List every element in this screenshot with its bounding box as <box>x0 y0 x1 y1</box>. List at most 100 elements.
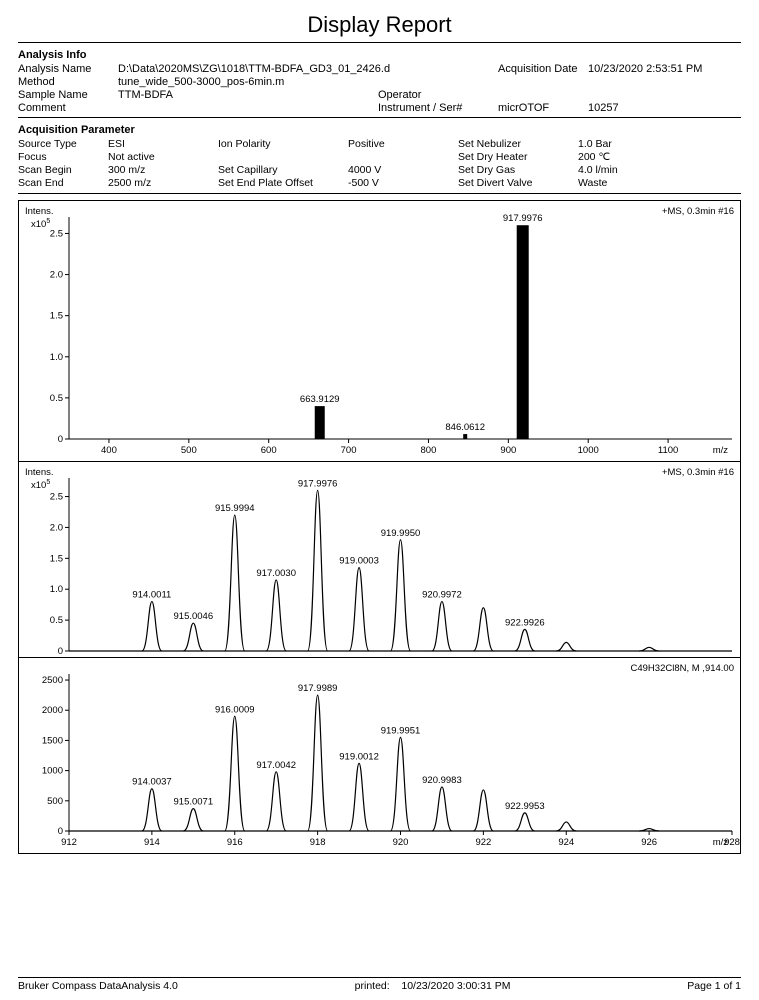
label-instrument: Instrument / Ser# <box>378 102 498 114</box>
svg-text:1.0: 1.0 <box>50 584 63 595</box>
svg-text:m/z: m/z <box>713 837 729 848</box>
svg-text:916: 916 <box>227 837 243 848</box>
svg-text:917.0042: 917.0042 <box>256 760 296 771</box>
acq-cell: 4.0 l/min <box>578 164 658 176</box>
label-comment: Comment <box>18 102 118 114</box>
label-operator: Operator <box>378 89 498 101</box>
acq-cell: Set End Plate Offset <box>218 177 348 189</box>
svg-text:1.5: 1.5 <box>50 553 63 564</box>
svg-text:914.0011: 914.0011 <box>132 590 171 601</box>
value-sample: TTM-BDFA <box>118 89 378 101</box>
value-instrument: micrOTOF <box>498 102 588 114</box>
svg-text:m/z: m/z <box>713 445 729 456</box>
svg-text:1100: 1100 <box>658 445 678 456</box>
svg-text:926: 926 <box>641 837 657 848</box>
footer-printed: printed: 10/23/2020 3:00:31 PM <box>355 980 511 992</box>
label-method: Method <box>18 76 118 88</box>
acq-cell: ESI <box>108 138 218 150</box>
acq-cell: 2500 m/z <box>108 177 218 189</box>
acq-cell: Scan Begin <box>18 164 108 176</box>
svg-text:0: 0 <box>58 826 63 837</box>
acq-cell: Scan End <box>18 177 108 189</box>
svg-text:919.9951: 919.9951 <box>381 725 421 736</box>
svg-text:2.5: 2.5 <box>50 228 63 239</box>
analysis-info-grid: Analysis Name D:\Data\2020MS\ZG\1018\TTM… <box>18 63 741 114</box>
acq-cell: 300 m/z <box>108 164 218 176</box>
svg-text:924: 924 <box>558 837 574 848</box>
chart-stack: Intens.x10500.51.01.52.02.54005006007008… <box>18 200 741 854</box>
acq-cell <box>348 151 458 163</box>
svg-text:915.9994: 915.9994 <box>215 503 255 514</box>
svg-text:0.5: 0.5 <box>50 615 63 626</box>
acq-param-header: Acquisition Parameter <box>18 124 741 136</box>
svg-text:917.9976: 917.9976 <box>298 478 338 489</box>
svg-text:917.9976: 917.9976 <box>503 213 543 224</box>
acq-cell: Positive <box>348 138 458 150</box>
svg-text:0.5: 0.5 <box>50 393 63 404</box>
svg-text:922: 922 <box>475 837 491 848</box>
svg-text:2500: 2500 <box>42 675 63 686</box>
svg-text:920: 920 <box>393 837 409 848</box>
svg-text:846.0612: 846.0612 <box>445 422 485 433</box>
acq-cell: Set Dry Gas <box>458 164 578 176</box>
svg-text:800: 800 <box>421 445 437 456</box>
footer: Bruker Compass DataAnalysis 4.0 printed:… <box>18 977 741 992</box>
svg-text:+MS, 0.3min #16: +MS, 0.3min #16 <box>662 467 734 478</box>
svg-text:2000: 2000 <box>42 705 63 716</box>
acq-cell: Set Dry Heater <box>458 151 578 163</box>
value-analysis-name: D:\Data\2020MS\ZG\1018\TTM-BDFA_GD3_01_2… <box>118 63 498 75</box>
ms-spectrum-full: Intens.x10500.51.01.52.02.54005006007008… <box>18 200 741 461</box>
svg-text:Intens.: Intens. <box>25 206 54 217</box>
acq-cell: 4000 V <box>348 164 458 176</box>
svg-text:1000: 1000 <box>42 766 63 777</box>
svg-text:2.0: 2.0 <box>50 270 63 281</box>
svg-text:919.9950: 919.9950 <box>381 528 421 539</box>
svg-text:912: 912 <box>61 837 77 848</box>
svg-text:0: 0 <box>58 434 63 445</box>
acq-cell: Ion Polarity <box>218 138 348 150</box>
svg-text:915.0071: 915.0071 <box>174 797 214 808</box>
svg-text:919.0012: 919.0012 <box>339 751 379 762</box>
label-analysis-name: Analysis Name <box>18 63 118 75</box>
svg-text:1500: 1500 <box>42 735 63 746</box>
analysis-info-header: Analysis Info <box>18 49 741 61</box>
svg-text:C49H32Cl8N, M ,914.00: C49H32Cl8N, M ,914.00 <box>631 663 735 674</box>
svg-text:1000: 1000 <box>578 445 599 456</box>
svg-text:920.9983: 920.9983 <box>422 775 462 786</box>
value-acq-date: 10/23/2020 2:53:51 PM <box>588 63 638 75</box>
svg-text:922.9926: 922.9926 <box>505 617 545 628</box>
acq-cell: Source Type <box>18 138 108 150</box>
svg-text:500: 500 <box>47 796 63 807</box>
svg-text:700: 700 <box>341 445 357 456</box>
svg-text:663.9129: 663.9129 <box>300 394 340 405</box>
svg-text:922.9953: 922.9953 <box>505 801 545 812</box>
acq-cell: 200 ℃ <box>578 151 658 163</box>
label-acq-date: Acquisition Date <box>498 63 588 75</box>
svg-text:914.0037: 914.0037 <box>132 777 172 788</box>
acq-cell: Waste <box>578 177 658 189</box>
value-method: tune_wide_500-3000_pos-6min.m <box>118 76 378 88</box>
svg-text:918: 918 <box>310 837 326 848</box>
svg-text:1.5: 1.5 <box>50 311 63 322</box>
value-serial: 10257 <box>588 102 638 114</box>
svg-text:900: 900 <box>500 445 516 456</box>
svg-text:Intens.: Intens. <box>25 467 54 478</box>
svg-text:400: 400 <box>101 445 117 456</box>
report-page: Display Report Analysis Info Analysis Na… <box>0 0 759 1000</box>
ms-spectrum-zoom: Intens.x10500.51.01.52.02.5+MS, 0.3min #… <box>18 461 741 657</box>
svg-text:600: 600 <box>261 445 277 456</box>
svg-text:914: 914 <box>144 837 160 848</box>
report-title: Display Report <box>18 10 741 43</box>
footer-page: Page 1 of 1 <box>687 980 741 992</box>
footer-software: Bruker Compass DataAnalysis 4.0 <box>18 980 178 992</box>
acq-cell: Set Capillary <box>218 164 348 176</box>
acq-cell: Focus <box>18 151 108 163</box>
acq-cell: Set Nebulizer <box>458 138 578 150</box>
acq-param-grid: Source TypeESIIon PolarityPositiveSet Ne… <box>18 138 741 189</box>
ms-spectrum-simulated: 0 500 1000 1500 2000 2500 912 914 916 918 920 922 92… <box>18 657 741 854</box>
acq-cell <box>218 151 348 163</box>
acq-cell: Not active <box>108 151 218 163</box>
svg-text:1.0: 1.0 <box>50 352 63 363</box>
svg-text:916.0009: 916.0009 <box>215 704 255 715</box>
svg-text:917.9989: 917.9989 <box>298 683 338 694</box>
